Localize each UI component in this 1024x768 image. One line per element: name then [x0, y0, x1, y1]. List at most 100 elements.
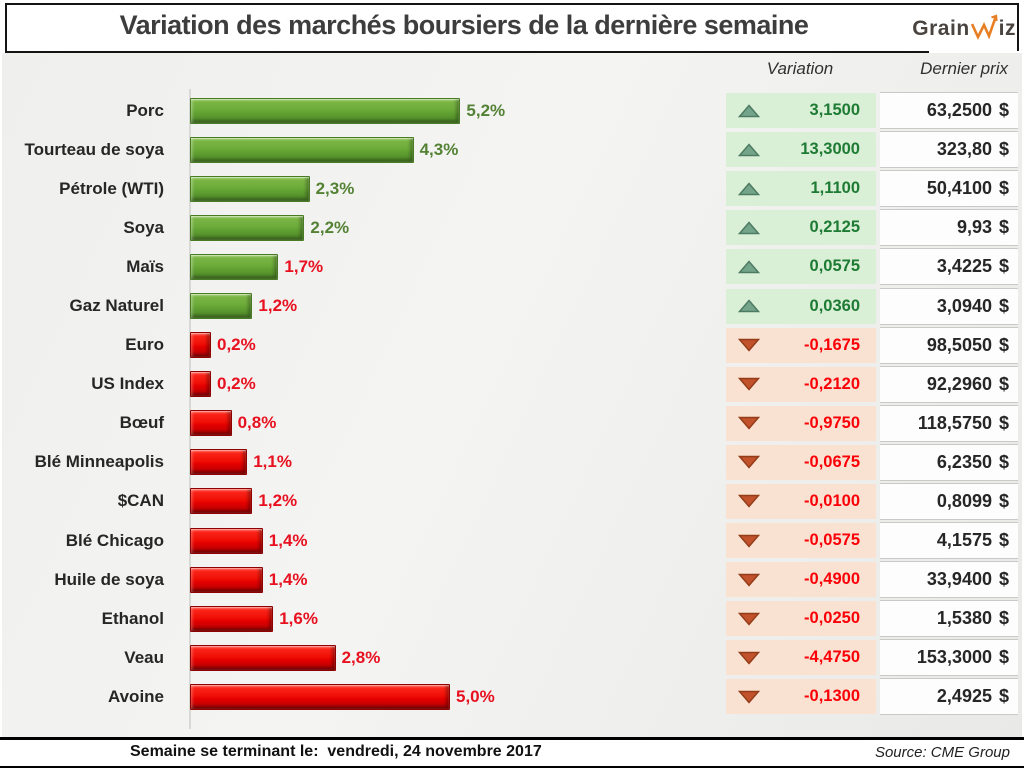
category-label: Soya: [123, 217, 164, 237]
last-price-value: 92,2960: [926, 373, 992, 394]
bar: [190, 97, 461, 124]
bar-value-label: 0,2%: [217, 335, 256, 355]
currency-symbol: $: [998, 139, 1009, 160]
category-label: Huile de soya: [54, 569, 164, 589]
triangle-down-icon: [738, 651, 760, 665]
axis-line: [189, 89, 191, 729]
chart-table-row: Porc 5,2% 3,1500 63,2500 $: [2, 91, 1024, 130]
variation-cell: -0,1675: [726, 327, 876, 363]
bar-zone: 0,8%: [172, 404, 726, 443]
category-label: Maïs: [126, 256, 164, 276]
variation-cell: -0,1300: [726, 679, 876, 715]
category-label: US Index: [91, 374, 164, 394]
chart-table-row: Blé Chicago 1,4% -0,0575 4,1575 $: [2, 521, 1024, 560]
triangle-up-icon: [738, 221, 760, 235]
bar-value-label: 1,1%: [253, 452, 292, 472]
chart-table-row: Gaz Naturel 1,2% 0,0360 3,0940 $: [2, 286, 1024, 325]
title-bar: Variation des marchés boursiers de la de…: [5, 3, 1019, 53]
category-label: Euro: [125, 335, 164, 355]
chart-table-row: US Index 0,2% -0,2120 92,2960 $: [2, 365, 1024, 404]
chart-table-row: Veau 2,8% -4,4750 153,3000 $: [2, 638, 1024, 677]
chart-table-row: Avoine 5,0% -0,1300 2,4925 $: [2, 677, 1024, 716]
week-ending-label: Semaine se terminant le: vendredi, 24 no…: [130, 743, 542, 760]
bar: [190, 488, 253, 515]
chart-table-row: $CAN 1,2% -0,0100 0,8099 $: [2, 482, 1024, 521]
category-label: Pétrole (WTI): [59, 178, 164, 198]
variation-cell: -0,0100: [726, 483, 876, 519]
bar-zone: 1,4%: [172, 521, 726, 560]
category-label: Ethanol: [101, 608, 164, 628]
last-price-cell: 98,5050 $: [880, 327, 1018, 363]
last-price-cell: 63,2500 $: [880, 93, 1018, 129]
bar: [190, 371, 211, 398]
bar-zone: 2,8%: [172, 638, 726, 677]
bar-zone: 1,2%: [172, 286, 726, 325]
bar-zone: 0,2%: [172, 326, 726, 365]
category-label: Tourteau de soya: [24, 139, 165, 159]
last-price-cell: 118,5750 $: [880, 405, 1018, 441]
triangle-down-icon: [738, 377, 760, 391]
bar-value-label: 0,8%: [237, 413, 277, 433]
variation-value: 13,3000: [800, 140, 860, 159]
logo-chart-line-icon: [970, 14, 998, 40]
bar: [190, 293, 253, 320]
variation-value: 0,0575: [809, 257, 860, 276]
chart-table-row: Bœuf 0,8% -0,9750 118,5750 $: [2, 404, 1024, 443]
last-price-cell: 33,9400 $: [880, 562, 1018, 598]
variation-cell: -0,2120: [726, 366, 876, 402]
last-price-value: 6,2350: [936, 451, 992, 472]
currency-symbol: $: [998, 451, 1009, 472]
chart-table-row: Euro 0,2% -0,1675 98,5050 $: [2, 326, 1024, 365]
currency-symbol: $: [998, 608, 1009, 629]
triangle-down-icon: [738, 690, 760, 704]
triangle-down-icon: [738, 534, 760, 548]
variation-cell: -0,9750: [726, 405, 876, 441]
bar-value-label: 5,0%: [456, 686, 495, 706]
last-price-cell: 153,3000 $: [880, 640, 1018, 676]
category-label: Blé Chicago: [65, 530, 164, 550]
last-price-value: 3,4225: [936, 256, 992, 277]
chart-rows: Porc 5,2% 3,1500 63,2500 $ Tourteau de soya 4,…: [2, 91, 1024, 717]
bar: [190, 644, 336, 671]
variation-value: -0,4900: [804, 570, 860, 589]
bar-value-label: 1,4%: [268, 569, 308, 589]
bar-value-label: 1,7%: [284, 256, 324, 276]
last-price-cell: 6,2350 $: [880, 444, 1018, 480]
triangle-up-icon: [738, 299, 760, 313]
variation-cell: -0,4900: [726, 562, 876, 598]
currency-symbol: $: [998, 178, 1009, 199]
bar-value-label: 0,2%: [217, 374, 256, 394]
last-price-value: 4,1575: [936, 530, 992, 551]
last-price-value: 1,5380: [936, 608, 992, 629]
triangle-down-icon: [738, 495, 760, 509]
currency-symbol: $: [998, 647, 1009, 668]
bar: [190, 605, 274, 632]
variation-cell: 13,3000: [726, 132, 876, 168]
category-label: Bœuf: [119, 413, 164, 433]
last-price-cell: 9,93 $: [880, 210, 1018, 246]
bar: [190, 449, 248, 476]
last-price-cell: 50,4100 $: [880, 171, 1018, 207]
bar: [190, 253, 279, 280]
chart-table-row: Pétrole (WTI) 2,3% 1,1100 50,4100 $: [2, 169, 1024, 208]
variation-cell: 0,2125: [726, 210, 876, 246]
bar-zone: 2,3%: [172, 169, 726, 208]
chart-area: Variation Dernier prix Porc 5,2% 3,1500 63,…: [2, 53, 1022, 737]
footer-bar: Semaine se terminant le: vendredi, 24 no…: [0, 737, 1024, 768]
last-price-cell: 0,8099 $: [880, 483, 1018, 519]
variation-cell: -0,0675: [726, 444, 876, 480]
bar: [190, 527, 263, 554]
variation-cell: 0,0360: [726, 288, 876, 324]
triangle-down-icon: [738, 338, 760, 352]
bar: [190, 175, 310, 202]
variation-cell: -0,0575: [726, 523, 876, 559]
bar: [190, 566, 263, 593]
currency-symbol: $: [998, 490, 1009, 511]
variation-cell: 1,1100: [726, 171, 876, 207]
category-label: Gaz Naturel: [69, 296, 164, 316]
last-price-value: 0,8099: [936, 490, 992, 511]
triangle-down-icon: [738, 573, 760, 587]
triangle-up-icon: [738, 103, 760, 117]
last-price-cell: 4,1575 $: [880, 523, 1018, 559]
